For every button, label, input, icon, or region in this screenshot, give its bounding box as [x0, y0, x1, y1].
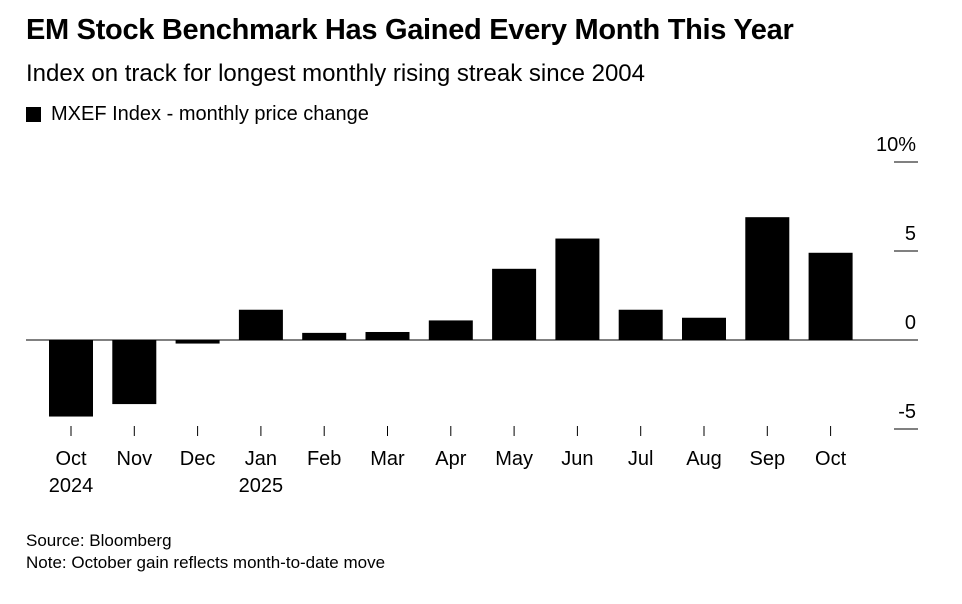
x-tick-label: Mar — [370, 448, 405, 470]
bar-mar-5 — [365, 331, 410, 340]
x-tick-label: Feb — [307, 448, 341, 470]
x-tick-label: Oct — [815, 448, 847, 470]
bar-oct-0 — [49, 340, 93, 417]
y-tick-label: -5 — [898, 401, 916, 423]
x-tick-label: May — [495, 448, 533, 470]
y-tick-label: 5 — [905, 223, 916, 245]
x-year-label: 2024 — [49, 475, 94, 497]
bar-oct-12 — [808, 252, 853, 340]
legend: MXEF Index - monthly price change — [26, 103, 369, 126]
x-year-label: 2025 — [239, 475, 284, 497]
bar-aug-10 — [682, 317, 726, 340]
x-tick-label: Sep — [750, 448, 786, 470]
bar-may-7 — [492, 268, 537, 340]
x-tick-label: Jan — [245, 448, 277, 470]
y-tick-label: 10% — [876, 134, 916, 156]
legend-label: MXEF Index - monthly price change — [51, 103, 369, 125]
bar-apr-6 — [428, 320, 473, 340]
x-tick-label: Apr — [435, 448, 466, 470]
chart-subtitle: Index on track for longest monthly risin… — [26, 60, 645, 87]
bar-jan-3 — [238, 309, 283, 340]
y-tick-label: 0 — [905, 312, 916, 334]
x-tick-label: Nov — [117, 448, 153, 470]
x-tick-label: Jul — [628, 448, 654, 470]
x-tick-label: Oct — [55, 448, 87, 470]
bar-sep-11 — [745, 217, 790, 340]
bar-dec-2 — [175, 340, 220, 344]
bar-nov-1 — [112, 340, 157, 405]
x-tick-label: Jun — [561, 448, 593, 470]
bar-jul-9 — [618, 309, 663, 340]
footnote: Note: October gain reflects month-to-dat… — [26, 553, 386, 572]
source-note: Source: Bloomberg — [26, 531, 172, 550]
x-tick-label: Aug — [686, 448, 722, 470]
chart-title: EM Stock Benchmark Has Gained Every Mont… — [26, 14, 794, 46]
legend-swatch — [26, 107, 41, 122]
bar-jun-8 — [555, 238, 600, 340]
bar-feb-4 — [302, 332, 347, 340]
x-tick-label: Dec — [180, 448, 216, 470]
